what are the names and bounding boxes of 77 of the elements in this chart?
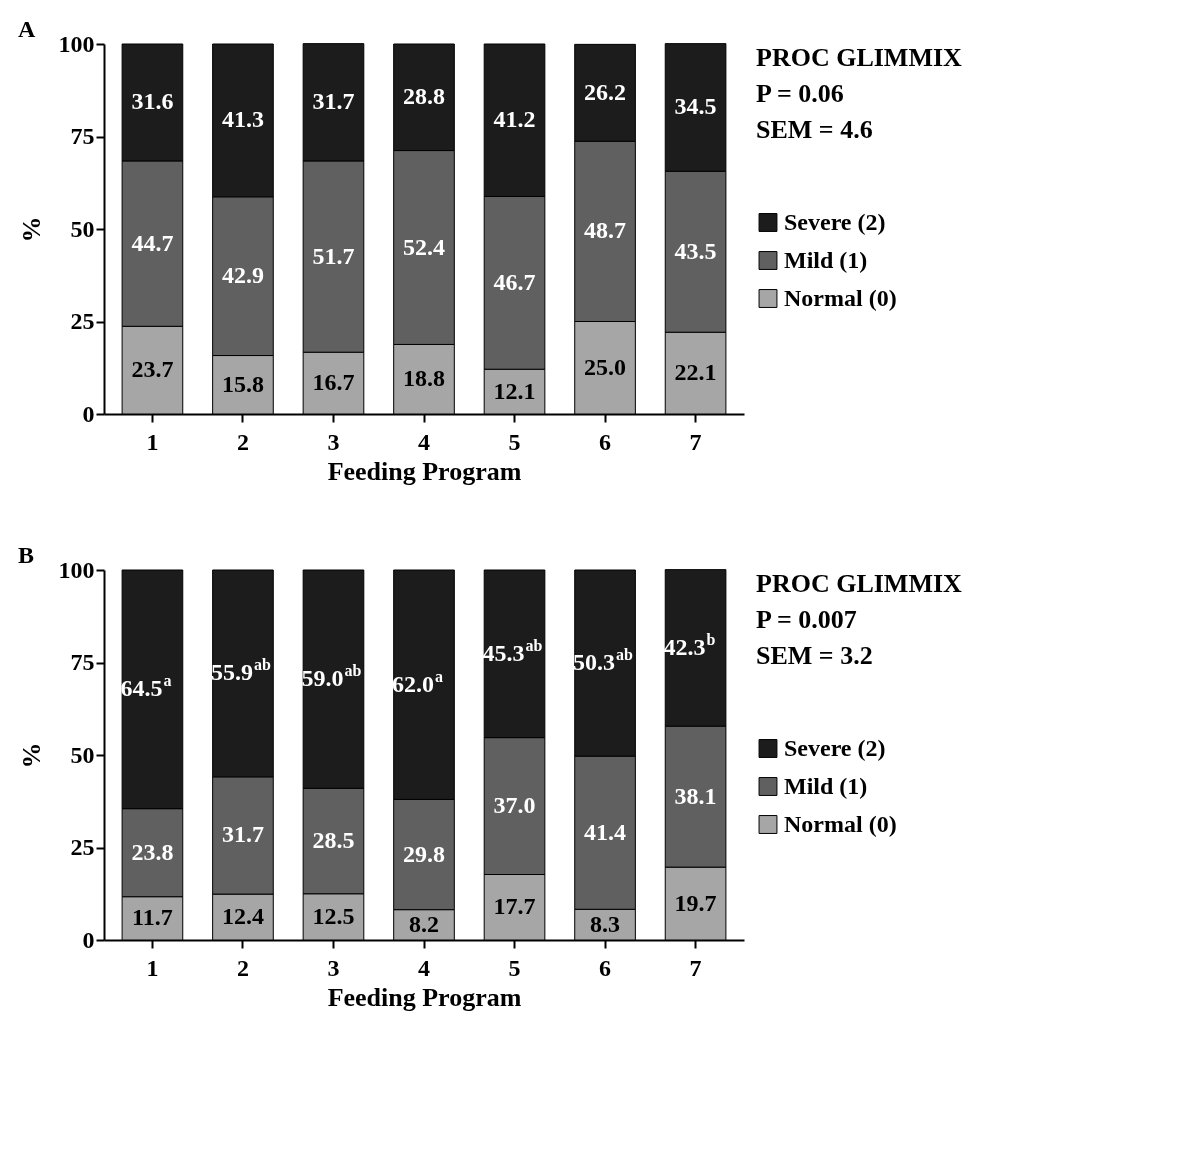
data-label: 17.7 bbox=[493, 893, 536, 920]
y-tick-label: 75 bbox=[70, 123, 95, 149]
data-label: 31.7 bbox=[312, 88, 355, 115]
y-tick-label: 100 bbox=[58, 556, 95, 583]
data-label: 31.7 bbox=[221, 821, 264, 848]
y-axis-title: % bbox=[16, 216, 46, 243]
x-tick-label: 1 bbox=[146, 954, 159, 981]
x-tick-label: 5 bbox=[508, 954, 521, 981]
text: P = 0.06 bbox=[756, 79, 844, 108]
x-tick-label: 7 bbox=[689, 954, 702, 981]
data-label: 42.9 bbox=[221, 262, 264, 289]
data-label: 18.8 bbox=[403, 365, 445, 392]
y-axis-title: % bbox=[16, 742, 46, 769]
text: PROC GLIMMIX bbox=[756, 43, 963, 72]
data-label: 23.7 bbox=[131, 356, 174, 383]
legend-label: Mild (1) bbox=[784, 772, 868, 799]
data-label: 8.2 bbox=[409, 910, 439, 937]
x-tick-label: 3 bbox=[327, 954, 340, 981]
data-label: 41.2 bbox=[493, 106, 536, 133]
x-axis-title: Feeding Program bbox=[327, 982, 522, 1012]
legend-label: Severe (2) bbox=[784, 208, 886, 235]
text: PROC GLIMMIX bbox=[756, 569, 963, 598]
data-label: 16.7 bbox=[312, 369, 355, 396]
x-tick-label: 2 bbox=[236, 428, 249, 455]
y-tick-label: 50 bbox=[70, 741, 95, 768]
data-label: 11.7 bbox=[132, 904, 173, 931]
data-label: 37.0 bbox=[493, 792, 536, 819]
y-tick-label: 100 bbox=[58, 30, 95, 57]
data-label: 41.4 bbox=[584, 818, 627, 845]
data-label: 44.7 bbox=[131, 229, 174, 256]
y-tick-label: 50 bbox=[70, 215, 95, 242]
y-tick-label: 75 bbox=[70, 649, 95, 675]
data-label: 29.8 bbox=[403, 840, 445, 867]
x-tick-label: 4 bbox=[418, 428, 430, 455]
data-label: 12.1 bbox=[493, 377, 536, 404]
data-label: 31.6 bbox=[131, 88, 174, 115]
data-label: 12.5 bbox=[312, 902, 355, 929]
chart-title: B bbox=[18, 542, 35, 568]
data-label: 38.1 bbox=[674, 782, 717, 809]
legend-label: Mild (1) bbox=[784, 246, 868, 273]
y-tick-label: 25 bbox=[70, 834, 95, 860]
x-axis-title: Feeding Program bbox=[327, 456, 522, 486]
data-label: 19.7 bbox=[674, 889, 717, 916]
x-tick-label: 5 bbox=[508, 428, 521, 455]
x-tick-label: 2 bbox=[236, 954, 249, 981]
data-label: 52.4 bbox=[403, 233, 445, 260]
y-tick-label: 0 bbox=[82, 400, 95, 427]
text: SEM = 3.2 bbox=[756, 641, 873, 670]
legend-label: Severe (2) bbox=[784, 734, 886, 761]
data-label: 46.7 bbox=[493, 268, 536, 295]
legend-label: Normal (0) bbox=[784, 284, 897, 311]
data-label: 41.3 bbox=[221, 106, 264, 133]
legend-label: Normal (0) bbox=[784, 810, 897, 837]
data-label: 34.5 bbox=[674, 93, 717, 120]
text: P = 0.007 bbox=[756, 605, 857, 634]
x-tick-label: 7 bbox=[689, 428, 702, 455]
x-tick-label: 4 bbox=[418, 954, 430, 981]
data-label: 8.3 bbox=[590, 910, 621, 937]
data-label: 25.0 bbox=[584, 353, 627, 380]
data-label: 12.4 bbox=[221, 903, 264, 930]
chart-title: A bbox=[18, 16, 36, 42]
y-tick-label: 25 bbox=[70, 308, 95, 334]
data-label: 28.5 bbox=[312, 827, 355, 854]
x-tick-label: 3 bbox=[327, 428, 340, 455]
x-tick-label: 6 bbox=[599, 428, 612, 455]
y-tick-label: 0 bbox=[82, 926, 95, 953]
data-label: 28.8 bbox=[403, 83, 445, 110]
text: SEM = 4.6 bbox=[756, 115, 873, 144]
data-label: 22.1 bbox=[674, 359, 717, 386]
data-label: 26.2 bbox=[584, 78, 627, 105]
data-label: 43.5 bbox=[674, 237, 717, 264]
x-tick-label: 1 bbox=[146, 428, 159, 455]
data-label: 51.7 bbox=[312, 242, 355, 269]
data-label: 15.8 bbox=[221, 370, 264, 397]
data-label: 23.8 bbox=[131, 838, 174, 865]
data-label: 48.7 bbox=[584, 217, 627, 244]
x-tick-label: 6 bbox=[599, 954, 612, 981]
